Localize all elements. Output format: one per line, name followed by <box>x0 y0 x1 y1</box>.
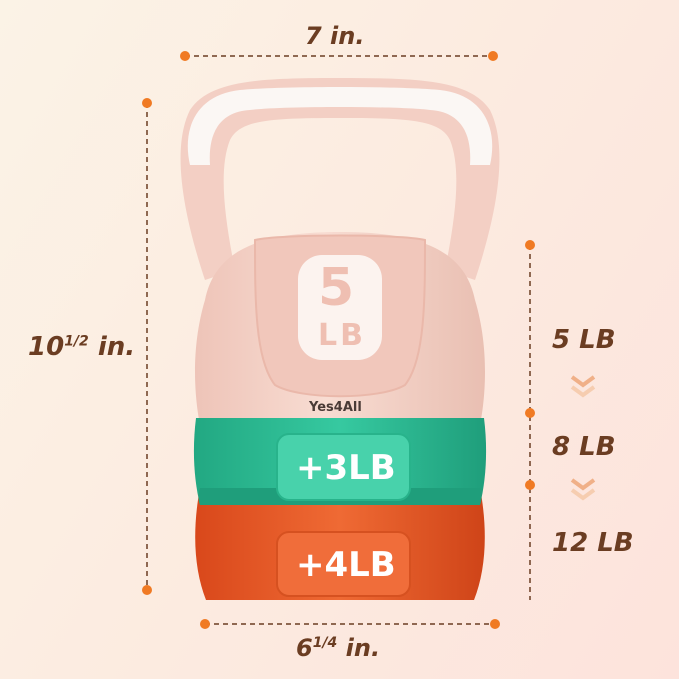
weight-step-8lb: 8 LB <box>552 432 616 462</box>
height-fraction: 1/2 <box>64 333 89 350</box>
base-unit: in. <box>345 634 381 662</box>
chevron-down-icon <box>570 375 596 501</box>
weight-unit: LB <box>318 318 366 353</box>
weight-number: 5 <box>318 258 355 318</box>
height-whole: 10 <box>28 332 65 362</box>
height-label: 101/2 in. <box>28 332 135 362</box>
dimension-dots <box>142 51 535 629</box>
orange-band-label: +4LB <box>296 545 396 585</box>
height-unit: in. <box>97 332 136 362</box>
width-label: 7 in. <box>305 22 365 50</box>
green-band-label: +3LB <box>296 448 396 488</box>
brand-logo: Yes4All <box>309 400 362 415</box>
weight-step-12lb: 12 LB <box>552 528 634 558</box>
base-whole: 6 <box>296 634 313 662</box>
weight-step-5lb: 5 LB <box>552 325 616 355</box>
base-label: 61/4 in. <box>296 634 380 662</box>
dimension-lines <box>146 55 531 625</box>
base-fraction: 1/4 <box>312 635 338 651</box>
kettlebell-handle <box>180 78 500 280</box>
